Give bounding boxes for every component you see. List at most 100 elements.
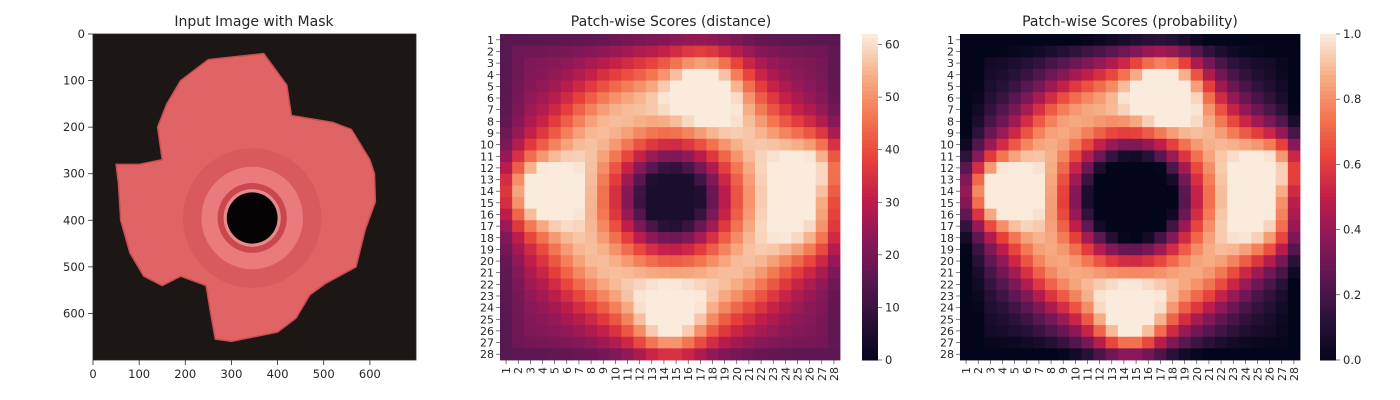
heatmap-cell — [682, 220, 695, 233]
row-label: 10 — [480, 139, 494, 152]
heatmap-cell — [1239, 208, 1252, 221]
heatmap-cell — [755, 243, 768, 256]
heatmap-cell — [1251, 127, 1264, 140]
heatmap-cell — [1008, 290, 1022, 303]
heatmap-cell — [803, 173, 817, 186]
heatmap-cell — [512, 336, 525, 349]
heatmap-cell — [670, 313, 683, 326]
heatmap-cell — [1202, 92, 1216, 105]
heatmap-cell — [1190, 45, 1204, 58]
heatmap-cell — [1057, 173, 1070, 186]
heatmap-cell — [1105, 45, 1119, 58]
heatmap-cell — [609, 173, 622, 186]
heatmap-cell — [984, 162, 997, 175]
heatmap-cell — [803, 57, 817, 70]
heatmap-cell — [524, 313, 537, 326]
colorbar-segment — [862, 233, 878, 239]
heatmap-cell — [1190, 57, 1204, 70]
heatmap-cell — [755, 80, 768, 93]
heatmap-cell — [755, 57, 768, 70]
heatmap-cell — [1275, 255, 1289, 268]
heatmap-cell — [609, 80, 622, 93]
heatmap-cell — [548, 45, 562, 58]
heatmap-cell — [1020, 173, 1034, 186]
heatmap-cell — [767, 150, 780, 163]
heatmap-cell — [742, 301, 756, 314]
heatmap-cell — [742, 231, 756, 244]
colorbar-segment — [862, 54, 878, 59]
x-tick-label: 400 — [267, 367, 289, 381]
col-label: 17 — [1154, 367, 1167, 381]
heatmap-cell — [500, 92, 513, 105]
colorbar-segment — [862, 241, 878, 247]
heatmap-cell — [1287, 278, 1301, 291]
heatmap-cell — [827, 208, 841, 221]
heatmap-cell — [972, 313, 985, 326]
heatmap-cell — [767, 34, 780, 47]
heatmap-cell — [633, 313, 647, 326]
heatmap-cell — [621, 325, 634, 338]
heatmap-cell — [572, 336, 586, 349]
heatmap-cell — [1263, 92, 1277, 105]
heatmap-cell — [755, 138, 768, 151]
heatmap-cell — [827, 115, 841, 128]
heatmap-cell — [1093, 336, 1107, 349]
heatmap-cell — [1154, 162, 1167, 175]
heatmap-cell — [657, 313, 671, 326]
heatmap-cell — [803, 197, 817, 210]
heatmap-cell — [536, 266, 549, 279]
colorbar-segment — [862, 213, 878, 218]
row-label: 3 — [947, 57, 954, 70]
colorbar-segment — [1320, 58, 1336, 64]
heatmap-cell — [996, 243, 1009, 256]
colorbar-segment — [1320, 111, 1336, 116]
heatmap-cell — [984, 127, 997, 140]
heatmap-cell — [718, 45, 732, 58]
heatmap-cell — [815, 231, 829, 244]
heatmap-cell — [1032, 348, 1046, 361]
heatmap-cell — [984, 266, 997, 279]
heatmap-cell — [633, 127, 647, 140]
heatmap-cell — [1105, 162, 1119, 175]
heatmap-cell — [548, 266, 562, 279]
heatmap-cell — [815, 185, 829, 198]
heatmap-cell — [1166, 255, 1179, 268]
probability-heatmap-cells — [960, 34, 1301, 361]
colorbar-segment — [862, 62, 878, 68]
heatmap-cell — [682, 138, 695, 151]
heatmap-cell — [1045, 208, 1058, 221]
heatmap-cell — [1251, 231, 1264, 244]
heatmap-cell — [779, 115, 792, 128]
heatmap-cell — [1178, 45, 1192, 58]
colorbar-segment — [862, 139, 878, 145]
heatmap-cell — [827, 266, 841, 279]
colorbar-segment — [1320, 302, 1336, 308]
heatmap-cell — [1117, 115, 1131, 128]
heatmap-cell — [1105, 336, 1119, 349]
heatmap-cell — [633, 290, 647, 303]
heatmap-cell — [670, 243, 683, 256]
colorbar-tick-label: 30 — [885, 195, 900, 209]
heatmap-cell — [694, 208, 707, 221]
heatmap-cell — [560, 348, 574, 361]
heatmap-cell — [657, 348, 671, 361]
heatmap-cell — [755, 115, 768, 128]
heatmap-cell — [1190, 185, 1204, 198]
heatmap-cell — [1263, 45, 1277, 58]
heatmap-cell — [1105, 92, 1119, 105]
heatmap-cell — [512, 278, 525, 291]
heatmap-cell — [1117, 185, 1131, 198]
heatmap-cell — [767, 92, 780, 105]
col-label: 24 — [1239, 367, 1252, 381]
heatmap-cell — [1227, 68, 1240, 81]
heatmap-cell — [585, 173, 598, 186]
row-label: 5 — [947, 80, 954, 93]
heatmap-cell — [633, 45, 647, 58]
heatmap-cell — [1069, 68, 1082, 81]
heatmap-cell — [1130, 92, 1143, 105]
colorbar-segment — [862, 119, 878, 125]
heatmap-cell — [548, 68, 562, 81]
heatmap-cell — [1008, 103, 1022, 116]
colorbar-segment — [862, 319, 878, 324]
